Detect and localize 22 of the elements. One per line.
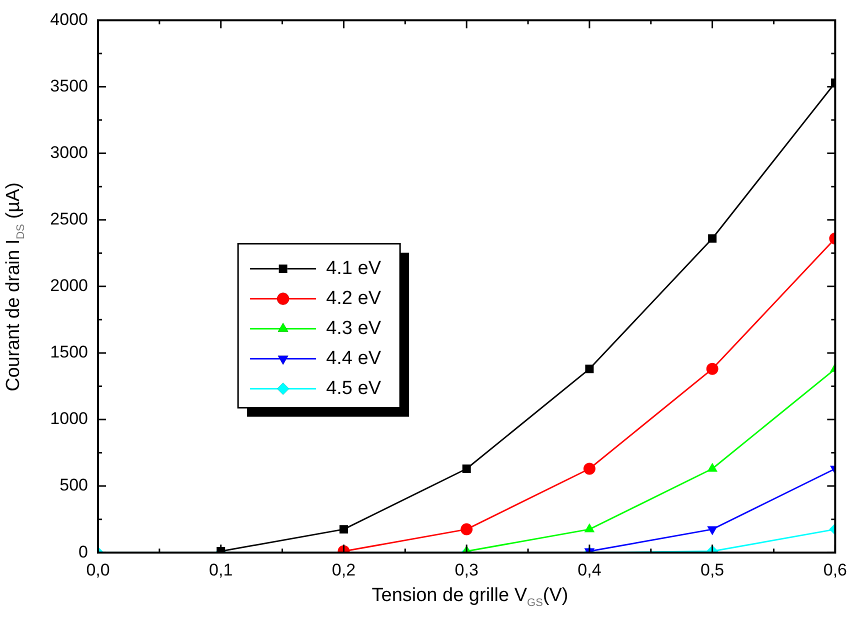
- y-tick-label: 1000: [50, 409, 88, 428]
- legend-label: 4.2 eV: [326, 288, 382, 310]
- x-axis-title: Tension de grille V$_{GS}$(V): [370, 585, 570, 609]
- y-tick-label: 1500: [50, 342, 88, 362]
- y-tick-label: 500: [60, 476, 88, 495]
- y-tick-label: 2000: [50, 276, 88, 296]
- legend-label: 4.3 eV: [326, 318, 382, 340]
- legend-label: 4.5 eV: [326, 378, 382, 400]
- legend-label: 4.4 eV: [326, 348, 382, 370]
- y-tick-label: 2500: [50, 210, 88, 229]
- x-tick-label: 0,2: [332, 560, 356, 580]
- y-tick-label: 3500: [50, 76, 88, 96]
- y-tick-label: 4000: [50, 10, 88, 29]
- legend-label: 4.1 eV: [326, 258, 382, 280]
- x-tick-label: 0,6: [823, 560, 848, 580]
- y-tick-label: 0: [78, 542, 88, 562]
- y-tick-label: 3000: [50, 142, 88, 162]
- x-tick-label: 0,3: [454, 560, 478, 580]
- x-tick-label: 0,4: [578, 560, 602, 580]
- x-tick-label: 0,0: [86, 560, 110, 580]
- x-tick-label: 0,5: [700, 560, 724, 580]
- x-tick-label: 0,1: [209, 560, 233, 580]
